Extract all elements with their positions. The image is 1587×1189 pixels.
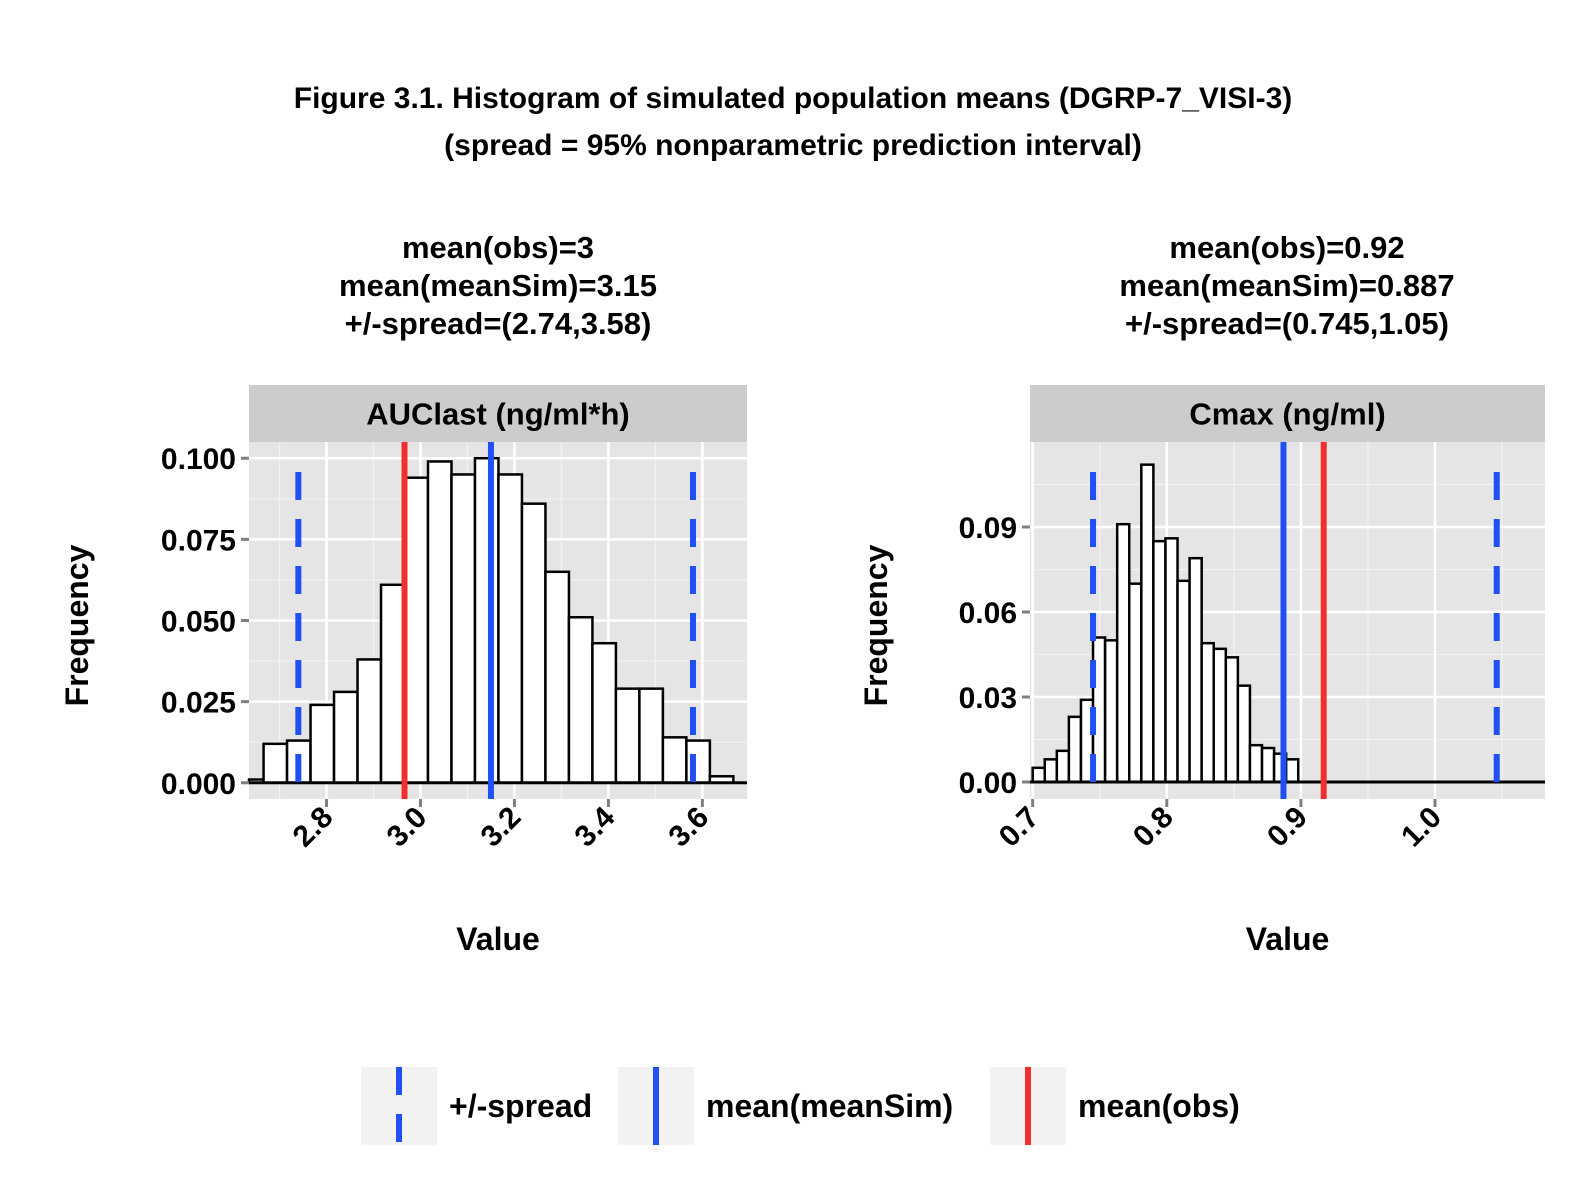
- histogram-bar: [1260, 746, 1276, 784]
- figure-title-line2: (spread = 95% nonparametric prediction i…: [444, 129, 1142, 162]
- histogram-bar: [403, 476, 430, 785]
- panel-subtitle-line: +/-spread=(2.74,3.58): [345, 306, 652, 341]
- histogram-bar: [1164, 537, 1179, 784]
- x-tick-label: 3.6: [662, 801, 715, 854]
- y-tick-label: 0.100: [161, 443, 236, 476]
- histogram-bar: [1140, 463, 1155, 784]
- facet-label: Cmax (ng/ml): [1189, 397, 1385, 432]
- legend-label: mean(meanSim): [706, 1088, 953, 1124]
- histogram-bar: [356, 658, 383, 785]
- histogram-bar: [1224, 656, 1240, 784]
- histogram-bar: [1152, 539, 1167, 784]
- histogram-bar: [262, 742, 289, 785]
- histogram-bar: [1067, 715, 1083, 784]
- histogram-bar: [332, 690, 359, 785]
- x-tick-label: 0.8: [1127, 801, 1180, 854]
- histogram-bar: [1055, 749, 1071, 784]
- panel-subtitle-line: mean(meanSim)=3.15: [339, 268, 657, 303]
- histogram-bar: [1115, 522, 1131, 784]
- y-tick-label: 0.025: [161, 687, 236, 720]
- legend-label: +/-spread: [449, 1088, 592, 1124]
- panel-subtitle-line: mean(obs)=0.92: [1169, 230, 1404, 265]
- histogram-bar: [567, 616, 594, 785]
- histogram-bar: [520, 502, 547, 785]
- histogram-bar: [1127, 582, 1143, 784]
- histogram-bar: [638, 687, 665, 785]
- y-tick-label: 0.00: [959, 767, 1017, 800]
- histogram-bar: [614, 687, 641, 785]
- histogram-bar: [1043, 758, 1059, 784]
- y-axis-title: Frequency: [858, 544, 894, 706]
- x-tick-label: 1.0: [1395, 801, 1448, 854]
- histogram-bar: [450, 473, 477, 785]
- y-axis-title: Frequency: [59, 544, 95, 706]
- x-axis-title: Value: [1246, 921, 1330, 957]
- panel-subtitle-line: mean(obs)=3: [402, 230, 594, 265]
- y-tick-label: 0.09: [959, 512, 1017, 545]
- facet-strip: [1030, 385, 1545, 442]
- histogram-bar: [1200, 641, 1215, 784]
- y-tick-label: 0.075: [161, 524, 236, 557]
- histogram-bar: [685, 739, 712, 785]
- histogram-bar: [1248, 743, 1264, 784]
- histogram-bar: [1188, 556, 1203, 784]
- y-tick-label: 0.000: [161, 768, 236, 801]
- histogram-bar: [1176, 579, 1191, 784]
- histogram-bar: [379, 583, 406, 785]
- panel-subtitle-line: mean(meanSim)=0.887: [1119, 268, 1454, 303]
- panel-subtitle-line: +/-spread=(0.745,1.05): [1125, 306, 1449, 341]
- y-tick-label: 0.050: [161, 606, 236, 639]
- x-axis-title: Value: [456, 921, 540, 957]
- histogram-bar: [1031, 766, 1047, 784]
- histogram-bar: [661, 736, 688, 785]
- panel-cmax: mean(obs)=0.92mean(meanSim)=0.887+/-spre…: [858, 230, 1545, 957]
- histogram-bar: [544, 570, 571, 785]
- histogram-bar: [591, 641, 618, 785]
- panel-auclast: mean(obs)=3mean(meanSim)=3.15+/-spread=(…: [59, 230, 747, 957]
- histogram-bar: [1236, 684, 1252, 784]
- histogram-bar: [426, 460, 453, 785]
- histogram-bar: [1284, 758, 1300, 784]
- histogram-bar: [1103, 639, 1119, 784]
- figure-title-line1: Figure 3.1. Histogram of simulated popul…: [294, 82, 1293, 115]
- legend-label: mean(obs): [1078, 1088, 1240, 1124]
- x-tick-label: 2.8: [287, 801, 340, 854]
- histogram-bar: [1212, 647, 1228, 784]
- x-tick-label: 0.9: [1261, 801, 1314, 854]
- x-tick-label: 3.2: [475, 801, 528, 854]
- x-tick-label: 3.4: [569, 800, 622, 853]
- x-tick-label: 3.0: [381, 801, 434, 854]
- facet-strip: [249, 385, 747, 442]
- histogram-bar: [497, 473, 524, 785]
- y-tick-label: 0.06: [959, 597, 1017, 630]
- x-tick-label: 0.7: [993, 801, 1046, 854]
- legend: +/-spread mean(meanSim) mean(obs): [361, 1067, 1240, 1145]
- y-tick-label: 0.03: [959, 682, 1017, 715]
- histogram-bar: [309, 703, 336, 785]
- histogram-bar: [473, 456, 500, 785]
- facet-label: AUClast (ng/ml*h): [366, 397, 630, 432]
